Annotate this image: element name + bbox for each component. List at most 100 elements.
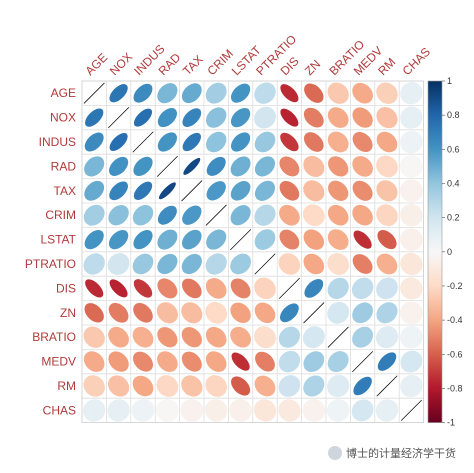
legend-colorbar (427, 80, 443, 423)
cell-lstat-tax (181, 229, 202, 250)
cell-rm-nox (108, 375, 130, 397)
cell-crim-zn (302, 204, 325, 227)
legend-tick-label: -0.6 (447, 349, 463, 359)
cell-chas-zn (302, 399, 326, 422)
row-label-dis: DIS (56, 281, 76, 295)
cell-chas-rm (375, 399, 399, 422)
cell-nox-crim (206, 107, 227, 128)
cell-chas-tax (180, 399, 204, 422)
row-label-lstat: LSTAT (40, 233, 76, 247)
diagonal-line-rm (376, 375, 398, 397)
cell-age-rad (157, 83, 178, 104)
cell-lstat-rad (157, 229, 178, 250)
legend-tick-label: -1 (447, 418, 455, 428)
cell-tax-indus (133, 181, 153, 200)
cell-rm-chas (400, 374, 423, 398)
cell-rm-zn (303, 375, 325, 397)
legend-tick-label: 0.4 (447, 178, 460, 188)
cell-ptratio-lstat (230, 253, 251, 275)
cell-rad-lstat (230, 156, 251, 177)
cell-indus-lstat (231, 132, 251, 152)
wechat-icon (328, 446, 342, 460)
cell-dis-lstat (230, 278, 251, 299)
cell-chas-age (82, 399, 106, 422)
cell-zn-rm (376, 302, 398, 324)
cell-crim-medv (352, 204, 373, 226)
row-label-age: AGE (51, 86, 76, 100)
color-legend: 1 0.8 0.6 0.4 0.2 0 -0.2 -0.4 -0.6 -0.8 -1 (427, 76, 463, 428)
cell-rm-dis (278, 375, 301, 397)
diagonal-line-bratio (327, 326, 349, 348)
legend-tick-label: -0.2 (447, 281, 463, 291)
cell-ptratio-tax (181, 253, 202, 275)
cell-indus-tax (182, 132, 201, 152)
cell-chas-indus (131, 399, 155, 422)
cell-rad-chas (399, 154, 423, 178)
cell-age-tax (181, 83, 202, 104)
cell-chas-lstat (229, 399, 252, 422)
cell-lstat-medv (353, 230, 372, 249)
cell-zn-rad (156, 302, 178, 324)
cell-rm-bratio (327, 374, 350, 398)
cell-rm-tax (181, 375, 203, 397)
row-label-rm: RM (57, 379, 76, 393)
cell-chas-bratio (326, 399, 350, 422)
legend-tick-label: 1 (447, 76, 452, 86)
cell-chas-dis (278, 399, 301, 422)
cell-rm-ptratio (254, 375, 276, 397)
diagonal-line-nox (108, 107, 130, 129)
cell-medv-dis (278, 350, 301, 373)
diagonal-line-rad (156, 155, 178, 177)
row-label-crim: CRIM (45, 208, 76, 222)
cell-crim-rm (376, 204, 398, 227)
cell-bratio-dis (278, 326, 301, 348)
cell-crim-ptratio (254, 204, 276, 226)
cell-medv-crim (205, 351, 227, 372)
cell-age-bratio (327, 82, 349, 104)
cell-rad-indus (133, 156, 153, 176)
diagonal-line-tax (181, 180, 203, 202)
cell-crim-age (83, 204, 105, 226)
cell-tax-lstat (230, 180, 251, 201)
cell-dis-ptratio (254, 277, 276, 300)
row-label-zn: ZN (60, 306, 76, 320)
cell-dis-nox (109, 279, 128, 298)
cell-dis-tax (181, 278, 202, 299)
cell-tax-rm (376, 180, 398, 202)
cell-lstat-bratio (327, 229, 349, 250)
cell-medv-chas (400, 350, 423, 373)
cell-rm-lstat (231, 376, 251, 396)
cell-indus-rm (376, 131, 398, 153)
cell-medv-indus (133, 351, 153, 372)
cell-nox-lstat (230, 107, 251, 128)
cell-nox-chas (400, 106, 423, 129)
cell-ptratio-indus (132, 253, 154, 275)
cell-medv-ptratio (255, 351, 275, 372)
cell-nox-rad (157, 108, 177, 128)
cell-bratio-ptratio (254, 326, 276, 349)
cell-ptratio-zn (303, 253, 325, 275)
cell-zn-tax (181, 302, 203, 324)
cell-nox-rm (376, 107, 398, 129)
cell-tax-medv (352, 180, 373, 201)
cell-age-ptratio (254, 82, 276, 104)
cell-rad-age (84, 156, 105, 177)
cell-zn-chas (400, 301, 423, 325)
cell-rad-zn (303, 155, 325, 177)
cell-crim-bratio (327, 204, 349, 226)
cell-indus-age (84, 132, 104, 152)
cell-nox-medv (352, 107, 373, 128)
cell-tax-age (84, 180, 105, 201)
cell-chas-ptratio (253, 399, 277, 422)
cell-crim-rad (157, 205, 177, 225)
cell-zn-medv (352, 302, 373, 324)
cell-lstat-rm (377, 230, 397, 250)
column-label-nox: NOX (107, 50, 135, 78)
correlation-cells (82, 81, 423, 422)
cell-medv-bratio (327, 351, 349, 373)
cell-medv-rm (377, 352, 397, 371)
column-label-tax: TAX (180, 52, 206, 78)
cell-nox-indus (133, 108, 153, 127)
cell-ptratio-chas (400, 252, 423, 276)
